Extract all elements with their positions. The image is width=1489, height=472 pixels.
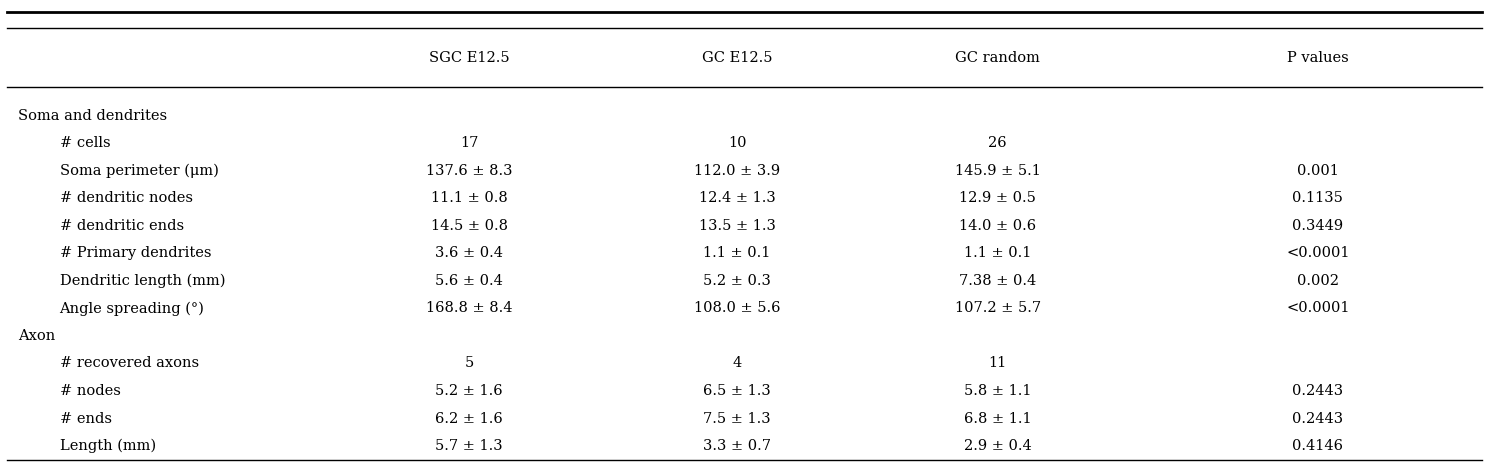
Text: 0.2443: 0.2443 [1292,384,1343,398]
Text: 3.3 ± 0.7: 3.3 ± 0.7 [703,439,771,453]
Text: 4: 4 [733,356,742,371]
Text: 112.0 ± 3.9: 112.0 ± 3.9 [694,164,780,177]
Text: 0.1135: 0.1135 [1292,191,1343,205]
Text: Length (mm): Length (mm) [60,439,156,453]
Text: 6.2 ± 1.6: 6.2 ± 1.6 [435,412,503,425]
Text: # ends: # ends [60,412,112,425]
Text: 13.5 ± 1.3: 13.5 ± 1.3 [698,219,776,233]
Text: # recovered axons: # recovered axons [60,356,198,371]
Text: Soma perimeter (μm): Soma perimeter (μm) [60,163,219,178]
Text: 11: 11 [989,356,1007,371]
Text: 6.5 ± 1.3: 6.5 ± 1.3 [703,384,771,398]
Text: 0.001: 0.001 [1297,164,1339,177]
Text: 14.5 ± 0.8: 14.5 ± 0.8 [430,219,508,233]
Text: Soma and dendrites: Soma and dendrites [18,109,167,123]
Text: 108.0 ± 5.6: 108.0 ± 5.6 [694,302,780,315]
Text: 0.002: 0.002 [1297,274,1339,288]
Text: <0.0001: <0.0001 [1286,302,1349,315]
Text: GC random: GC random [954,51,1041,65]
Text: 12.9 ± 0.5: 12.9 ± 0.5 [959,191,1036,205]
Text: Angle spreading (°): Angle spreading (°) [60,301,204,316]
Text: <0.0001: <0.0001 [1286,246,1349,260]
Text: # Primary dendrites: # Primary dendrites [60,246,211,260]
Text: GC E12.5: GC E12.5 [701,51,773,65]
Text: 145.9 ± 5.1: 145.9 ± 5.1 [954,164,1041,177]
Text: 0.3449: 0.3449 [1292,219,1343,233]
Text: 17: 17 [460,136,478,150]
Text: # nodes: # nodes [60,384,121,398]
Text: Dendritic length (mm): Dendritic length (mm) [60,274,225,288]
Text: SGC E12.5: SGC E12.5 [429,51,509,65]
Text: 5.7 ± 1.3: 5.7 ± 1.3 [435,439,503,453]
Text: # dendritic ends: # dendritic ends [60,219,183,233]
Text: 12.4 ± 1.3: 12.4 ± 1.3 [698,191,776,205]
Text: P values: P values [1286,51,1349,65]
Text: # cells: # cells [60,136,110,150]
Text: 5.2 ± 1.6: 5.2 ± 1.6 [435,384,503,398]
Text: 7.38 ± 0.4: 7.38 ± 0.4 [959,274,1036,288]
Text: 0.2443: 0.2443 [1292,412,1343,425]
Text: 14.0 ± 0.6: 14.0 ± 0.6 [959,219,1036,233]
Text: 107.2 ± 5.7: 107.2 ± 5.7 [954,302,1041,315]
Text: 1.1 ± 0.1: 1.1 ± 0.1 [963,246,1032,260]
Text: Axon: Axon [18,329,55,343]
Text: 5: 5 [465,356,474,371]
Text: 2.9 ± 0.4: 2.9 ± 0.4 [963,439,1032,453]
Text: 0.4146: 0.4146 [1292,439,1343,453]
Text: 5.2 ± 0.3: 5.2 ± 0.3 [703,274,771,288]
Text: 6.8 ± 1.1: 6.8 ± 1.1 [963,412,1032,425]
Text: 3.6 ± 0.4: 3.6 ± 0.4 [435,246,503,260]
Text: 10: 10 [728,136,746,150]
Text: # dendritic nodes: # dendritic nodes [60,191,192,205]
Text: 5.6 ± 0.4: 5.6 ± 0.4 [435,274,503,288]
Text: 7.5 ± 1.3: 7.5 ± 1.3 [703,412,771,425]
Text: 1.1 ± 0.1: 1.1 ± 0.1 [703,246,771,260]
Text: 137.6 ± 8.3: 137.6 ± 8.3 [426,164,512,177]
Text: 11.1 ± 0.8: 11.1 ± 0.8 [430,191,508,205]
Text: 26: 26 [989,136,1007,150]
Text: 168.8 ± 8.4: 168.8 ± 8.4 [426,302,512,315]
Text: 5.8 ± 1.1: 5.8 ± 1.1 [963,384,1032,398]
